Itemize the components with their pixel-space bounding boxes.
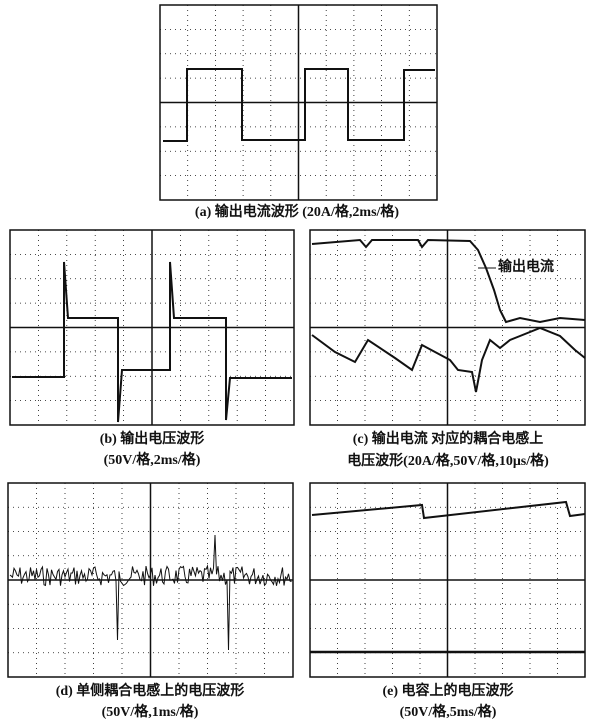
waveform-e: [312, 502, 585, 518]
figure: (a) 输出电流波形 (20A/格,2ms/格) (b) 输出电压波形 (50V…: [0, 0, 594, 727]
caption: (a) 输出电流波形 (20A/格,2ms/格): [195, 203, 399, 220]
caption: (c) 输出电流 对应的耦合电感上: [353, 430, 544, 447]
annotation: 输出电流: [498, 258, 554, 275]
scope-b: [10, 230, 294, 425]
caption: 电压波形(20A/格,50V/格,10μs/格): [347, 452, 549, 469]
caption: (b) 输出电压波形: [100, 430, 205, 447]
page: (a) 输出电流波形 (20A/格,2ms/格) (b) 输出电压波形 (50V…: [0, 0, 594, 727]
waveform-c-voltage: [312, 328, 585, 392]
caption: (50V/格,1ms/格): [102, 703, 199, 720]
waveform-c-current: [312, 240, 585, 322]
caption: (50V/格,2ms/格): [104, 451, 201, 468]
caption: (e) 电容上的电压波形: [382, 682, 513, 699]
caption: (d) 单侧耦合电感上的电压波形: [56, 682, 245, 699]
scope-a: [160, 5, 437, 200]
caption: (50V/格,5ms/格): [400, 703, 497, 720]
